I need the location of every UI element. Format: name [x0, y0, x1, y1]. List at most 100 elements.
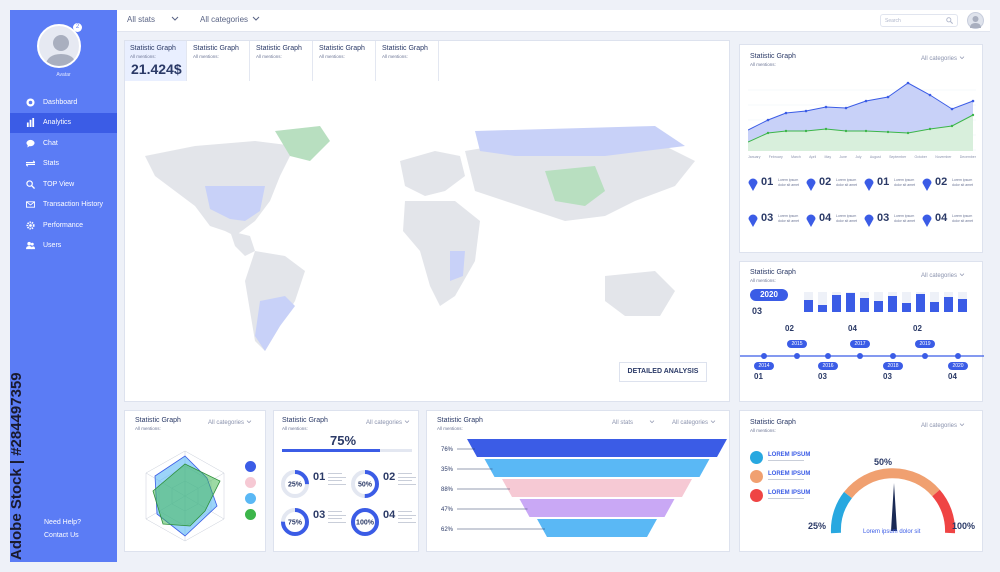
map-region-greenland [275, 126, 330, 161]
stats-dropdown[interactable]: All stats [612, 420, 655, 426]
contact-us-link[interactable]: Contact Us [44, 532, 79, 539]
month-tick: July [855, 155, 862, 159]
timeline-year-badge[interactable]: 2016 [818, 362, 838, 370]
chevron-down-icon [710, 420, 715, 424]
legend-item: 01 Lorem ipsum dolor sit amet [748, 176, 804, 207]
map-pin-icon [748, 214, 758, 227]
legend-dot [750, 470, 763, 483]
categories-dropdown[interactable]: All categories [366, 420, 410, 426]
sidebar-item-analytics[interactable]: Analytics [10, 112, 117, 133]
gauge-legend-item: LOREM IPSUM [750, 470, 830, 484]
need-help-link[interactable]: Need Help? [44, 519, 81, 526]
legend-item: 04 Lorem ipsum dolor sit amet [806, 212, 862, 243]
stat-tab-sub: All mentions: [319, 54, 345, 59]
map-pin-icon [922, 214, 932, 227]
funnel-label: 35% [441, 467, 454, 473]
legend-dot [245, 509, 256, 520]
sidebar-item-dashboard[interactable]: Dashboard [10, 92, 117, 113]
total-value: 21.424$ [131, 61, 182, 77]
user-silhouette-icon [45, 35, 77, 66]
user-avatar[interactable] [967, 12, 984, 29]
legend-number: 03 [877, 212, 890, 224]
sidebar-item-label: Performance [43, 221, 84, 229]
timeline-bar [902, 303, 911, 312]
funnel-panel: Statistic Graph All mentions: All stats … [426, 410, 730, 552]
month-tick: March [791, 155, 801, 159]
categories-dropdown[interactable]: All categories [200, 15, 260, 24]
stat-tab-5[interactable]: Statistic Graph All mentions: [377, 41, 439, 81]
funnel-chart: 76% 35% 88% 47% 62% [441, 439, 727, 537]
stat-tab-2[interactable]: Statistic Graph All mentions: [188, 41, 250, 81]
line-chart [748, 81, 976, 151]
stat-tab-3[interactable]: Statistic Graph All mentions: [251, 41, 313, 81]
funnel-level [484, 459, 710, 477]
stat-tab-1[interactable]: Statistic Graph All mentions: 21.424$ [125, 41, 187, 81]
categories-dropdown-label: All categories [921, 56, 958, 62]
text-line [398, 480, 412, 481]
categories-dropdown-label: All categories [208, 420, 245, 426]
timeline-first-number: 03 [752, 306, 763, 316]
timeline-year-badge[interactable]: 2019 [915, 340, 935, 348]
gauge-needle [891, 483, 897, 531]
progress-panel: Statistic Graph All mentions: All catego… [273, 410, 419, 552]
sidebar-item-performance[interactable]: Performance [10, 215, 117, 236]
sidebar-item-chat[interactable]: Chat [10, 133, 117, 154]
categories-dropdown[interactable]: All categories [672, 420, 716, 426]
month-tick: April [809, 155, 817, 159]
gauge-high-label: 100% [952, 521, 976, 531]
text-line [328, 476, 346, 478]
timeline-year-badge[interactable]: 2014 [754, 362, 774, 370]
categories-dropdown[interactable]: All categories [208, 420, 252, 426]
sidebar-item-label: Users [43, 242, 62, 250]
text-line [768, 498, 804, 499]
sidebar-item-users[interactable]: Users [10, 236, 117, 257]
month-axis: January February March April May June Ju… [748, 155, 976, 159]
map-pin-icon [806, 178, 816, 191]
avatar-label: Avatar [56, 72, 71, 78]
timeline-year-badge[interactable]: 2020 [948, 362, 968, 370]
year-badge[interactable]: 2020 [750, 289, 788, 301]
dashboard-icon [26, 98, 35, 107]
categories-dropdown[interactable]: All categories [921, 273, 965, 279]
sidebar-item-transaction-history[interactable]: Transaction History [10, 195, 117, 216]
progress-ring: 75% [281, 508, 309, 536]
sidebar-item-top-view[interactable]: TOP View [10, 174, 117, 195]
panel-subtitle: All mentions: [437, 426, 463, 431]
stat-tab-title: Statistic Graph [382, 45, 428, 52]
panel-subtitle: All mentions: [750, 62, 776, 67]
timeline-year-badge[interactable]: 2018 [883, 362, 903, 370]
timeline-year-badge[interactable]: 2017 [850, 340, 870, 348]
stats-icon [26, 160, 35, 167]
chevron-down-icon [404, 420, 409, 424]
search-icon [26, 180, 35, 189]
timeline-year-badge[interactable]: 2015 [787, 340, 807, 348]
legend-number: 01 [761, 176, 774, 188]
avatar[interactable] [37, 24, 81, 68]
stats-dropdown[interactable]: All stats [127, 15, 179, 24]
month-tick: May [824, 155, 832, 159]
sidebar-item-label: Dashboard [43, 98, 78, 106]
detailed-analysis-button[interactable]: DETAILED ANALYSIS [619, 362, 707, 382]
legend-text: Lorem ipsum dolor sit amet [894, 178, 916, 187]
map-region-australia [605, 271, 675, 316]
funnel-label: 47% [441, 507, 454, 513]
legend-label: LOREM IPSUM [768, 452, 811, 458]
legend-text: Lorem ipsum dolor sit amet [836, 214, 858, 223]
map-region-russia [475, 126, 685, 156]
help-links: Need Help? Contact Us [44, 516, 81, 542]
gauge-low-label: 25% [808, 521, 827, 531]
search-input[interactable]: Search [880, 14, 958, 27]
text-line [328, 483, 346, 485]
categories-dropdown[interactable]: All categories [921, 56, 965, 62]
legend-dot [245, 493, 256, 504]
chevron-down-icon [959, 423, 964, 427]
categories-dropdown[interactable]: All categories [921, 423, 965, 429]
notification-badge: 2 [73, 23, 82, 32]
stat-tab-4[interactable]: Statistic Graph All mentions: [314, 41, 376, 81]
timeline-number: 01 [754, 372, 763, 381]
sidebar-item-stats[interactable]: Stats [10, 154, 117, 175]
legend-item: 02 Lorem ipsum dolor sit amet [922, 176, 978, 207]
month-tick: February [768, 155, 783, 159]
map-pin-icon [806, 214, 816, 227]
text-line [398, 514, 416, 516]
